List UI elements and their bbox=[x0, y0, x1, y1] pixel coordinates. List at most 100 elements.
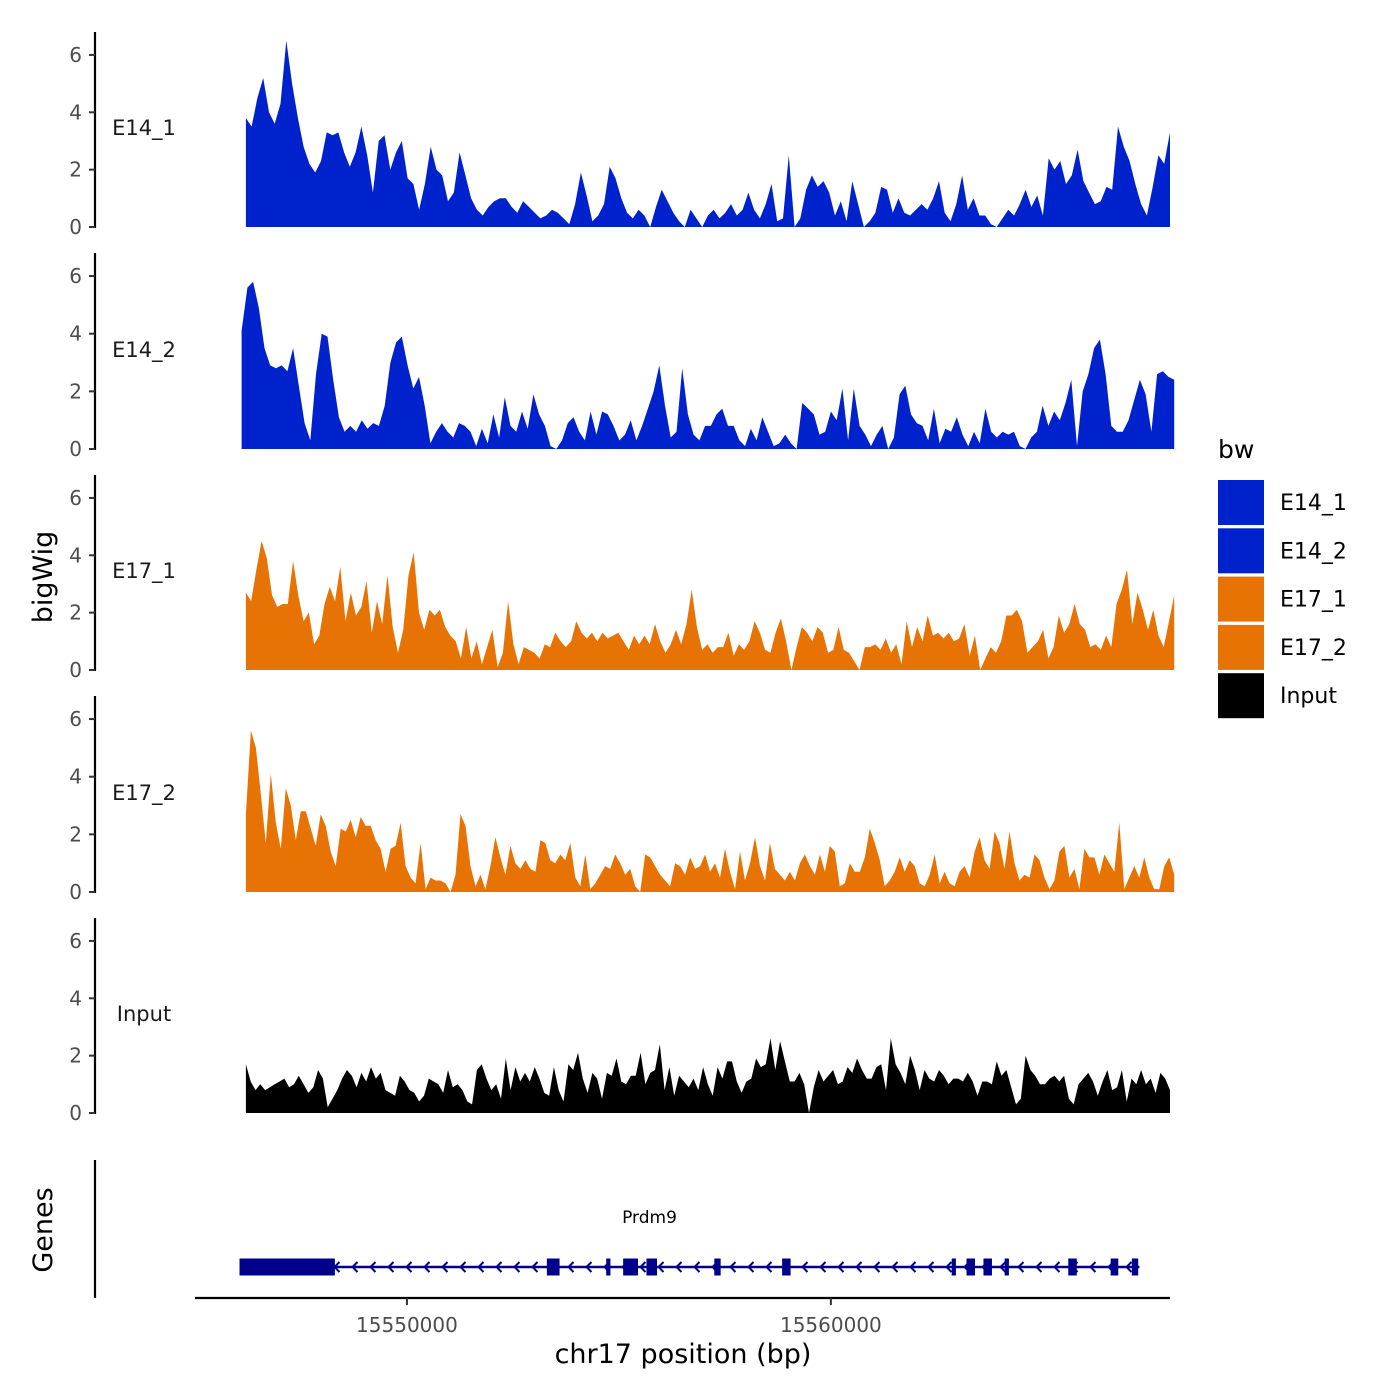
bigwig-tracks: 0 2 4 6 E14_1 0 2 4 6 E14_2 0 2 4 6 E17_1 0 2 4 6 E17_2 0 2 4 6… bbox=[69, 32, 1175, 1125]
x-axis: 15550000 15560000 bbox=[195, 1296, 1170, 1337]
strand-arrow bbox=[477, 1261, 485, 1273]
strand-arrow bbox=[837, 1261, 845, 1273]
strand-arrow bbox=[1017, 1261, 1025, 1273]
gene-exon bbox=[546, 1258, 560, 1276]
y-tick-label: 4 bbox=[69, 986, 82, 1010]
legend-swatch bbox=[1218, 576, 1264, 622]
signal-area bbox=[245, 730, 1175, 892]
y-tick-label: 4 bbox=[69, 765, 82, 789]
y-tick-label: 0 bbox=[69, 658, 82, 682]
strand-arrow bbox=[459, 1261, 467, 1273]
y-tick-label: 4 bbox=[69, 322, 82, 346]
strand-arrow bbox=[999, 1261, 1007, 1273]
legend-label: Input bbox=[1280, 684, 1337, 709]
y-tick-label: 2 bbox=[69, 158, 82, 182]
gene-exon bbox=[1131, 1258, 1139, 1276]
strand-arrow bbox=[405, 1261, 413, 1273]
strand-arrow bbox=[567, 1261, 575, 1273]
y-tick-label: 2 bbox=[69, 1044, 82, 1068]
signal-area bbox=[245, 1038, 1170, 1113]
strand-arrow bbox=[891, 1261, 899, 1273]
genes-axis-title: Genes bbox=[28, 1187, 59, 1272]
strand-arrow bbox=[1089, 1261, 1097, 1273]
strand-arrow bbox=[765, 1261, 773, 1273]
y-tick-label: 6 bbox=[69, 707, 82, 731]
gene-exon bbox=[951, 1258, 956, 1276]
strand-arrow bbox=[675, 1261, 683, 1273]
track-e17-2: 0 2 4 6 E17_2 bbox=[69, 696, 1175, 904]
x-tick-label: 15550000 bbox=[356, 1313, 458, 1337]
gene-exon bbox=[606, 1258, 611, 1276]
strand-arrow bbox=[873, 1261, 881, 1273]
y-tick-label: 6 bbox=[69, 264, 82, 288]
y-tick-label: 2 bbox=[69, 822, 82, 846]
strand-arrow bbox=[639, 1261, 647, 1273]
track-e14-2: 0 2 4 6 E14_2 bbox=[69, 253, 1175, 461]
gene-exon bbox=[1004, 1258, 1009, 1276]
strand-arrow bbox=[1053, 1261, 1061, 1273]
y-tick-label: 2 bbox=[69, 601, 82, 625]
track-e17-1: 0 2 4 6 E17_1 bbox=[69, 475, 1175, 682]
legend-swatch bbox=[1218, 480, 1264, 525]
track-label: Input bbox=[117, 1002, 171, 1026]
track-label: E14_1 bbox=[112, 116, 176, 141]
legend: bw E14_1 E14_2 E17_1 E17_2 Input bbox=[1218, 435, 1347, 719]
strand-arrow bbox=[819, 1261, 827, 1273]
strand-arrow bbox=[531, 1261, 539, 1273]
gene-exon bbox=[646, 1258, 658, 1276]
legend-label: E17_1 bbox=[1280, 588, 1347, 613]
strand-arrow bbox=[657, 1261, 665, 1273]
y-tick-label: 0 bbox=[69, 880, 82, 904]
y-tick-label: 0 bbox=[69, 437, 82, 461]
y-tick-label: 0 bbox=[69, 215, 82, 239]
strand-arrow bbox=[441, 1261, 449, 1273]
gene-exon bbox=[714, 1258, 721, 1276]
strand-arrow bbox=[585, 1261, 593, 1273]
track-label: E17_1 bbox=[112, 559, 176, 584]
y-tick-label: 4 bbox=[69, 100, 82, 124]
y-tick-label: 4 bbox=[69, 543, 82, 567]
gene-exon bbox=[1068, 1258, 1077, 1276]
legend-label: E14_2 bbox=[1280, 539, 1347, 564]
strand-arrow bbox=[693, 1261, 701, 1273]
genes-track: Prdm9 bbox=[93, 1160, 1140, 1298]
strand-arrow bbox=[387, 1261, 395, 1273]
strand-arrow bbox=[423, 1261, 431, 1273]
track-label: E14_2 bbox=[112, 338, 176, 363]
legend-swatch bbox=[1218, 624, 1264, 670]
strand-arrow bbox=[801, 1261, 809, 1273]
strand-arrow bbox=[513, 1261, 521, 1273]
signal-area bbox=[245, 541, 1175, 670]
gene-exon bbox=[239, 1258, 335, 1276]
gene-exon bbox=[1110, 1258, 1119, 1276]
signal-area bbox=[245, 40, 1170, 227]
y-tick-label: 6 bbox=[69, 486, 82, 510]
strand-arrow bbox=[927, 1261, 935, 1273]
legend-swatch bbox=[1218, 673, 1264, 719]
strand-arrow bbox=[747, 1261, 755, 1273]
legend-swatch bbox=[1218, 528, 1264, 574]
y-axis-title: bigWig bbox=[28, 531, 59, 624]
track-label: E17_2 bbox=[112, 781, 176, 806]
y-tick-label: 2 bbox=[69, 379, 82, 403]
strand-arrow bbox=[1035, 1261, 1043, 1273]
gene-exon bbox=[966, 1258, 975, 1276]
strand-arrow bbox=[495, 1261, 503, 1273]
strand-arrow bbox=[369, 1261, 377, 1273]
track-input: 0 2 4 6 Input bbox=[69, 918, 1170, 1125]
gene-exon bbox=[782, 1258, 791, 1276]
y-tick-label: 0 bbox=[69, 1101, 82, 1125]
strand-arrow bbox=[855, 1261, 863, 1273]
y-tick-label: 6 bbox=[69, 929, 82, 953]
gene-label: Prdm9 bbox=[622, 1208, 677, 1228]
strand-arrow bbox=[945, 1261, 953, 1273]
strand-arrow bbox=[351, 1261, 359, 1273]
track-e14-1: 0 2 4 6 E14_1 bbox=[69, 32, 1170, 239]
x-tick-label: 15560000 bbox=[780, 1313, 882, 1337]
strand-arrow bbox=[1125, 1261, 1133, 1273]
legend-title: bw bbox=[1218, 435, 1254, 464]
x-axis-title: chr17 position (bp) bbox=[555, 1339, 812, 1370]
legend-label: E17_2 bbox=[1280, 636, 1347, 661]
signal-area bbox=[241, 281, 1175, 449]
